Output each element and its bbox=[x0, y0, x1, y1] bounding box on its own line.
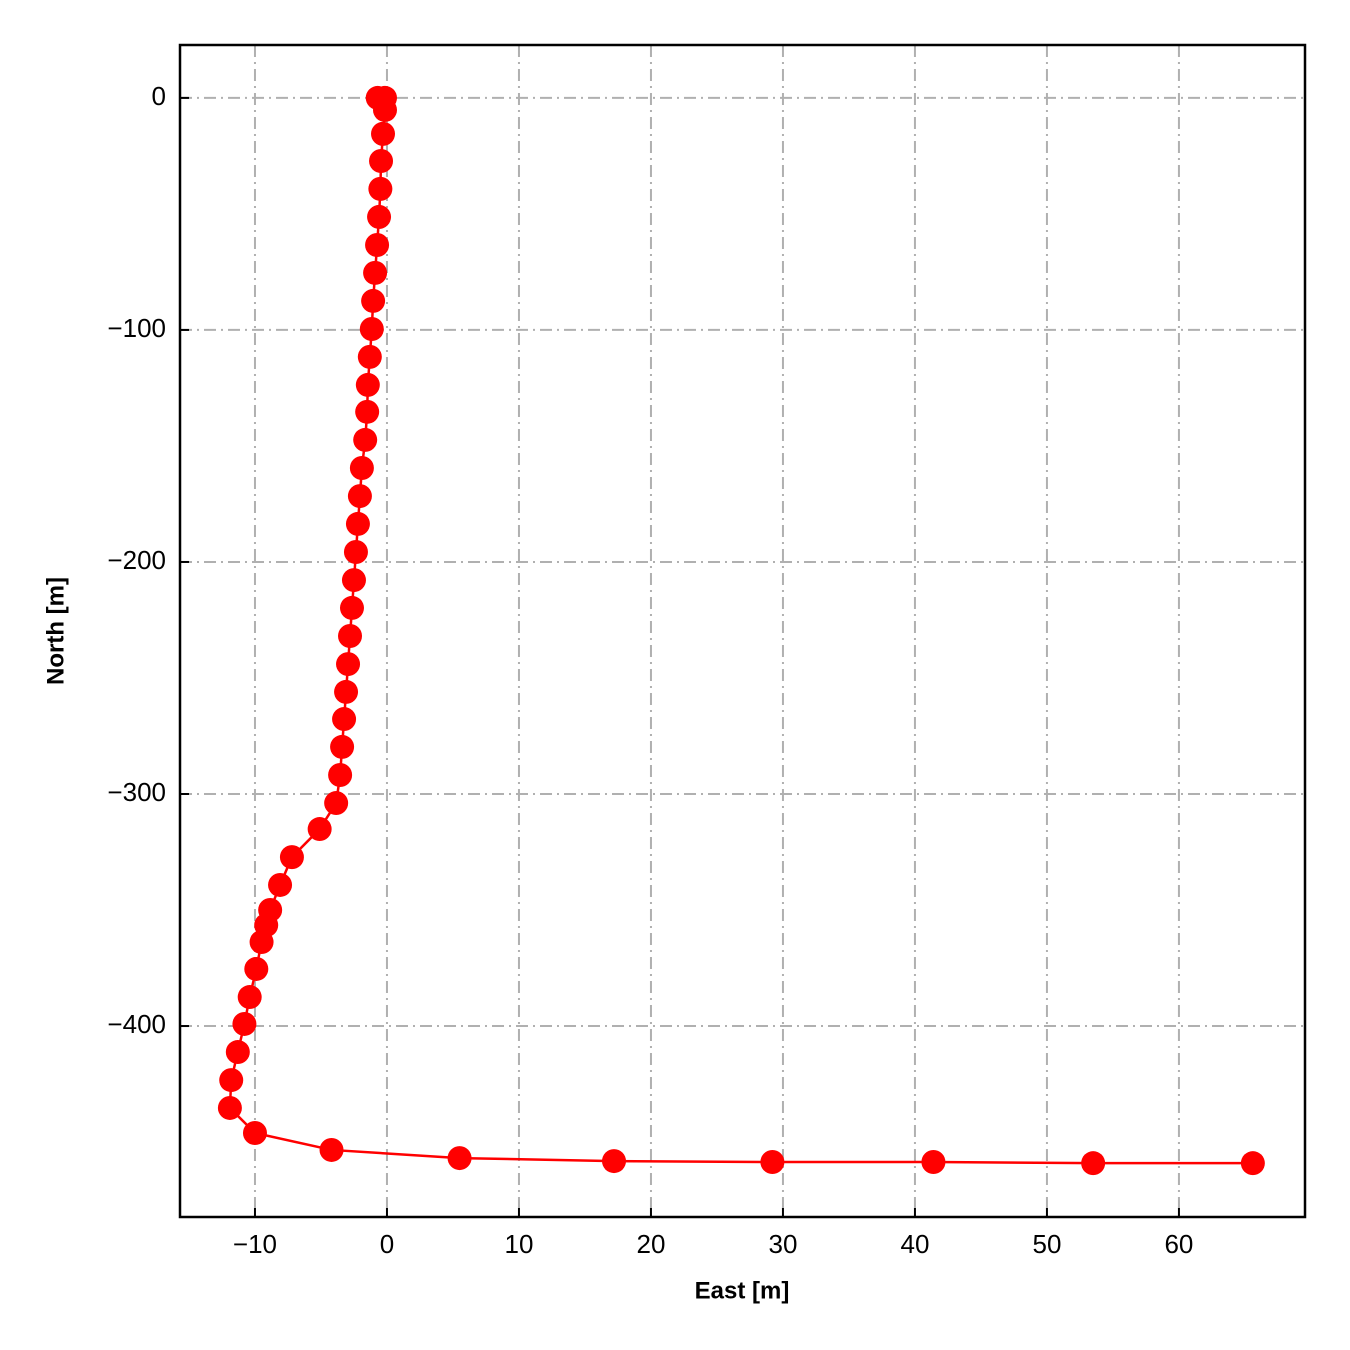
data-point bbox=[355, 399, 380, 424]
data-point bbox=[371, 121, 396, 146]
data-point bbox=[319, 1137, 344, 1162]
data-point bbox=[217, 1095, 242, 1120]
x-tick-label: 60 bbox=[1164, 1229, 1193, 1259]
data-point bbox=[363, 260, 388, 285]
data-point bbox=[368, 176, 393, 201]
x-tick-label: 20 bbox=[637, 1229, 666, 1259]
data-point bbox=[219, 1068, 244, 1093]
data-point bbox=[324, 791, 349, 816]
data-point bbox=[359, 317, 384, 342]
data-point bbox=[345, 511, 370, 536]
data-point bbox=[339, 595, 364, 620]
x-tick-label: 50 bbox=[1032, 1229, 1061, 1259]
data-point bbox=[237, 985, 262, 1010]
data-point bbox=[334, 679, 359, 704]
data-point bbox=[328, 762, 353, 787]
data-point bbox=[242, 1121, 267, 1146]
data-point bbox=[225, 1040, 250, 1065]
data-point bbox=[249, 930, 274, 955]
data-point bbox=[1240, 1151, 1265, 1176]
data-point bbox=[338, 623, 363, 648]
data-point bbox=[1081, 1151, 1106, 1176]
x-tick-label: 10 bbox=[505, 1229, 534, 1259]
data-point bbox=[367, 204, 392, 229]
data-point bbox=[372, 97, 397, 122]
data-point bbox=[330, 734, 355, 759]
data-point bbox=[760, 1150, 785, 1175]
data-point bbox=[921, 1150, 946, 1175]
data-point bbox=[332, 707, 357, 732]
data-point bbox=[268, 872, 293, 897]
data-point bbox=[602, 1149, 627, 1174]
x-tick-label: 40 bbox=[900, 1229, 929, 1259]
data-point bbox=[232, 1011, 257, 1036]
data-point bbox=[361, 288, 386, 313]
data-point bbox=[341, 568, 366, 593]
y-tick-label: −100 bbox=[107, 313, 166, 343]
data-point bbox=[365, 233, 390, 258]
x-axis-label: East [m] bbox=[695, 1277, 790, 1304]
y-tick-label: 0 bbox=[152, 81, 166, 111]
y-axis-label: North [m] bbox=[42, 577, 69, 685]
data-point bbox=[357, 344, 382, 369]
data-point bbox=[353, 427, 378, 452]
data-point bbox=[447, 1146, 472, 1171]
data-point bbox=[355, 372, 380, 397]
data-point bbox=[349, 455, 374, 480]
data-point bbox=[347, 484, 372, 509]
plot-frame bbox=[178, 43, 1307, 1219]
y-tick-label: −300 bbox=[107, 777, 166, 807]
y-tick-label: −400 bbox=[107, 1009, 166, 1039]
x-tick-label: −10 bbox=[233, 1229, 277, 1259]
data-point bbox=[369, 149, 394, 174]
data-point bbox=[244, 956, 269, 981]
y-tick-label: −200 bbox=[107, 545, 166, 575]
data-point bbox=[279, 845, 304, 870]
data-point bbox=[336, 652, 361, 677]
x-tick-label: 0 bbox=[380, 1229, 394, 1259]
data-point bbox=[307, 817, 332, 842]
data-point bbox=[343, 539, 368, 564]
x-tick-label: 30 bbox=[768, 1229, 797, 1259]
